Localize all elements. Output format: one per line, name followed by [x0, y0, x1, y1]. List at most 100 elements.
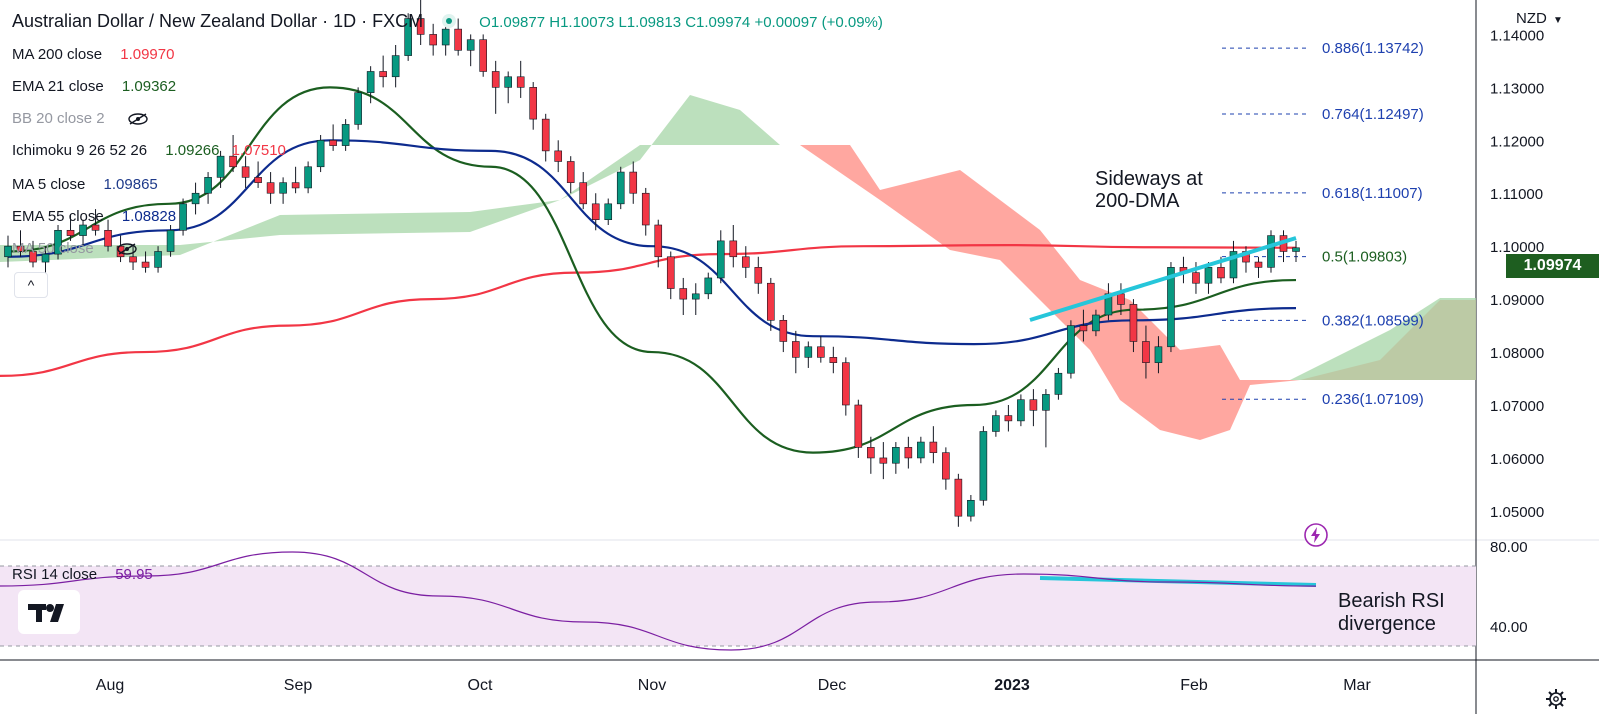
y-tick-label: 1.14000 [1490, 27, 1544, 44]
y-tick-label: 1.06000 [1490, 451, 1544, 468]
legend-ema21[interactable]: EMA 21 close 1.09362 [12, 78, 176, 96]
candle-body [1092, 314, 1100, 332]
chevron-up-icon: ^ [27, 277, 35, 293]
candle-body [466, 39, 475, 51]
candle-body [842, 362, 850, 406]
legend-ema55[interactable]: EMA 55 close 1.08828 [12, 208, 176, 226]
candle-body [817, 346, 825, 358]
candle-body [792, 341, 800, 358]
candle-body [1017, 399, 1025, 422]
candle-body [829, 357, 838, 363]
annotation-sideways: Sideways at [1095, 168, 1203, 190]
legend-ema21-value: 1.09362 [121, 78, 177, 95]
x-tick-label: Sep [284, 677, 313, 694]
fibonacci-levels: 1(1.14905)0.886(1.13742)0.764(1.12497)0.… [1222, 40, 1424, 408]
ma200-line [0, 244, 1297, 377]
legend-ichimoku[interactable]: Ichimoku 9 26 52 26 1.09266 1.07510 [12, 142, 286, 160]
candle-body [1267, 235, 1275, 268]
annotation-bearish: divergence [1338, 613, 1436, 635]
legend-ichimoku-label: Ichimoku 9 26 52 26 [12, 142, 148, 159]
rsi-band [0, 565, 1476, 647]
legend-ma200-label: MA 200 close [12, 46, 103, 63]
candle-body [404, 18, 412, 56]
candle-body [79, 224, 87, 236]
symbol-title[interactable]: Australian Dollar / New Zealand Dollar ·… [12, 11, 424, 31]
candle-body [16, 245, 25, 252]
candle-body [992, 415, 1000, 432]
candle-body [591, 203, 600, 221]
candle-body [491, 71, 500, 88]
market-open-icon [442, 14, 457, 28]
candle-body [1154, 346, 1163, 363]
legend-bb20[interactable]: BB 20 close 2 [12, 110, 149, 128]
candle-body [904, 447, 913, 459]
fib-level-label: 0.236(1.07109) [1322, 391, 1424, 408]
candle-body [566, 161, 575, 183]
x-tick-label: Feb [1180, 677, 1208, 694]
candle-body [954, 478, 963, 517]
symbol-header[interactable]: Australian Dollar / New Zealand Dollar ·… [12, 11, 883, 32]
cloud-bull-forward [1290, 298, 1476, 380]
fib-level-label: 0.886(1.13742) [1322, 40, 1424, 57]
collapse-legend-button[interactable]: ^ [14, 272, 48, 298]
candle-body [554, 150, 563, 162]
candle-body [141, 261, 150, 268]
candle-body [541, 118, 550, 152]
ohlc-open: O1.09877 [479, 14, 546, 31]
candle-body [154, 251, 162, 268]
hidden-eye-icon[interactable] [116, 243, 138, 255]
candle-body [1167, 267, 1175, 348]
candle-body [867, 447, 875, 459]
candle-body [616, 171, 625, 205]
candle-body [604, 203, 613, 221]
legend-ema21-label: EMA 21 close [12, 78, 104, 95]
candle-body [741, 256, 750, 268]
candle-body [1079, 325, 1088, 332]
x-tick-label: Oct [468, 677, 493, 694]
candles [4, 0, 1300, 527]
candle-body [654, 224, 663, 258]
candle-body [929, 441, 938, 453]
candle-body [1204, 267, 1213, 284]
candle-body [1192, 272, 1200, 284]
candle-body [129, 256, 137, 263]
gear-icon[interactable] [1545, 688, 1567, 710]
candle-body [29, 251, 37, 263]
candle-body [504, 76, 512, 88]
fib-level-label: 0.618(1.11007) [1322, 185, 1423, 202]
legend-ma200-value: 1.09970 [120, 46, 175, 63]
candle-body [441, 28, 450, 46]
rsi-tick-label: 40.00 [1490, 619, 1528, 636]
legend-ma50[interactable]: MA 50 close [12, 240, 138, 258]
candle-body [917, 441, 925, 459]
candle-body [454, 28, 462, 51]
candle-body [729, 240, 738, 258]
legend-ma5[interactable]: MA 5 close 1.09865 [12, 176, 158, 194]
candle-body [979, 431, 988, 501]
candle-body [341, 124, 350, 146]
candle-body [54, 229, 62, 255]
lightning-icon[interactable] [1303, 522, 1329, 548]
candle-body [779, 319, 788, 342]
tradingview-logo[interactable] [18, 590, 80, 634]
currency-selector[interactable]: NZD ▼ [1516, 10, 1563, 27]
candle-body [691, 293, 700, 300]
candle-body [879, 457, 888, 464]
hidden-eye-icon[interactable] [127, 113, 149, 125]
candle-body [629, 171, 638, 194]
y-tick-label: 1.09000 [1490, 292, 1544, 309]
candle-body [892, 447, 900, 464]
legend-rsi[interactable]: RSI 14 close 59.95 [12, 566, 153, 583]
candle-body [216, 155, 225, 178]
legend-ema55-value: 1.08828 [121, 208, 177, 225]
legend-ma200[interactable]: MA 200 close 1.09970 [12, 46, 174, 64]
x-tick-label: Nov [638, 677, 666, 694]
candle-body [279, 182, 287, 194]
candle-body [229, 155, 237, 168]
candle-body [191, 192, 200, 205]
annotation-sideways: 200-DMA [1095, 190, 1180, 212]
candle-body [1029, 399, 1038, 411]
ohlc-low: L1.09813 [618, 14, 682, 31]
annotation-bearish: Bearish RSI [1338, 590, 1445, 612]
